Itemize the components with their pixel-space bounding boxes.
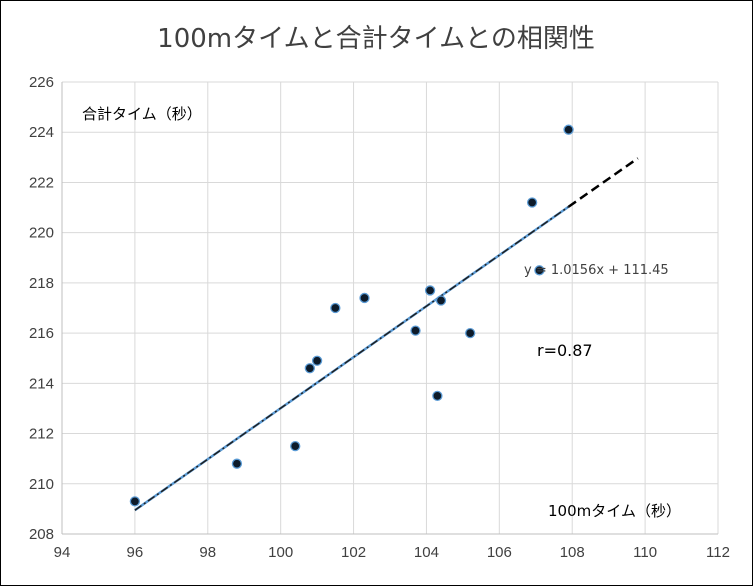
x-tick-label: 98 bbox=[199, 544, 216, 561]
data-point bbox=[432, 390, 443, 402]
data-point bbox=[311, 355, 323, 366]
trendline-forecast bbox=[567, 157, 639, 208]
y-tick-label: 224 bbox=[29, 124, 54, 141]
x-tick-label: 100 bbox=[268, 544, 293, 561]
correlation-label: r=0.87 bbox=[537, 341, 593, 360]
trendline bbox=[134, 157, 639, 512]
data-point bbox=[290, 440, 301, 452]
x-tick-label: 96 bbox=[127, 544, 144, 561]
data-point bbox=[330, 302, 341, 314]
y-tick-label: 222 bbox=[29, 174, 54, 191]
data-point bbox=[231, 458, 243, 469]
data-point bbox=[424, 285, 436, 296]
x-axis-label: 100mタイム（秒） bbox=[548, 502, 681, 520]
y-tick-label: 212 bbox=[29, 426, 54, 443]
axes: 208 210 212 214 216 218 220 222 224 226 94 96 98 100 1… bbox=[29, 74, 730, 561]
grid bbox=[62, 81, 719, 534]
data-point bbox=[526, 197, 538, 208]
data-point bbox=[563, 124, 574, 135]
x-tick-label: 102 bbox=[341, 544, 366, 561]
y-tick-label: 208 bbox=[29, 526, 54, 543]
data-points bbox=[129, 124, 574, 507]
x-tick-label: 94 bbox=[54, 544, 71, 561]
x-tick-label: 110 bbox=[633, 544, 657, 561]
trendline-equation: y = 1.0156x + 111.45 bbox=[524, 263, 669, 278]
chart-title: 100mタイムと合計タイムとの相関性 bbox=[157, 24, 595, 54]
data-point bbox=[304, 363, 315, 374]
data-point bbox=[435, 295, 447, 306]
data-point bbox=[410, 325, 421, 336]
x-tick-label: 104 bbox=[414, 544, 439, 561]
y-tick-label: 210 bbox=[29, 476, 54, 493]
y-tick-label: 214 bbox=[29, 375, 54, 392]
y-tick-label: 226 bbox=[29, 74, 54, 91]
trendline-fit-underlay bbox=[134, 205, 570, 512]
x-tick-label: 112 bbox=[706, 544, 730, 561]
data-point bbox=[534, 265, 545, 276]
data-point bbox=[359, 292, 370, 304]
y-tick-label: 218 bbox=[29, 275, 54, 292]
y-tick-label: 216 bbox=[29, 325, 54, 342]
x-tick-label: 106 bbox=[487, 544, 512, 561]
y-tick-label: 220 bbox=[29, 225, 54, 242]
data-point bbox=[129, 496, 141, 507]
y-axis-label: 合計タイム（秒） bbox=[82, 105, 202, 123]
data-point bbox=[465, 327, 476, 339]
x-tick-label: 108 bbox=[560, 544, 585, 561]
